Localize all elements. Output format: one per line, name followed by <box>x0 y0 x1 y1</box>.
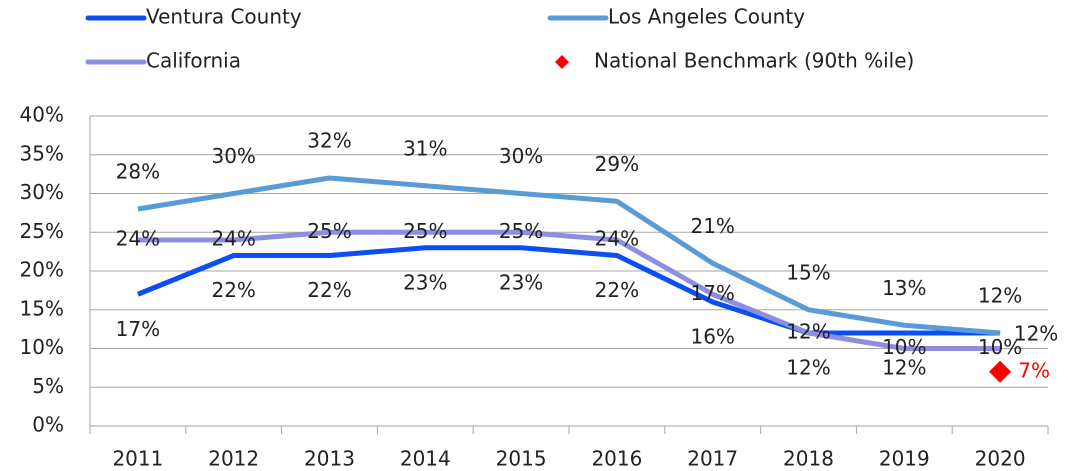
legend-label: California <box>146 49 241 73</box>
data-label: 25% <box>307 219 351 243</box>
data-label: 30% <box>499 144 543 168</box>
data-label: 25% <box>499 219 543 243</box>
y-tick-label: 20% <box>20 258 64 282</box>
legend-label: Ventura County <box>146 5 302 29</box>
data-label: 12% <box>978 284 1022 308</box>
y-tick-label: 10% <box>20 335 64 359</box>
data-label: 7% <box>1018 358 1050 382</box>
data-label: 23% <box>499 270 543 294</box>
data-label: 30% <box>211 144 255 168</box>
marker <box>989 360 1012 383</box>
y-tick-label: 30% <box>20 180 64 204</box>
x-tick-label: 2013 <box>304 447 355 471</box>
data-label: 10% <box>978 335 1022 359</box>
data-label: 24% <box>116 227 160 251</box>
data-label: 15% <box>786 260 830 284</box>
data-label: 17% <box>116 317 160 341</box>
x-tick-label: 2012 <box>208 447 259 471</box>
data-label: 12% <box>882 356 926 380</box>
data-label: 23% <box>403 270 447 294</box>
y-tick-label: 0% <box>32 413 64 437</box>
x-tick-label: 2015 <box>496 447 547 471</box>
data-label: 16% <box>690 325 734 349</box>
data-label: 22% <box>211 278 255 302</box>
x-tick-label: 2016 <box>591 447 642 471</box>
data-label: 22% <box>595 278 639 302</box>
x-tick-label: 2014 <box>400 447 451 471</box>
x-tick-label: 2019 <box>879 447 930 471</box>
y-tick-label: 25% <box>20 219 64 243</box>
data-label: 12% <box>1014 322 1058 346</box>
line <box>137 229 1001 351</box>
x-tick-label: 2017 <box>687 447 738 471</box>
data-label: 31% <box>403 136 447 160</box>
legend-label: National Benchmark (90th %ile) <box>594 49 914 73</box>
data-label: 17% <box>690 281 734 305</box>
data-label: 25% <box>403 219 447 243</box>
data-label: 13% <box>882 276 926 300</box>
data-label: 24% <box>595 227 639 251</box>
data-label: 29% <box>595 152 639 176</box>
y-tick-label: 35% <box>20 141 64 165</box>
data-label: 24% <box>211 227 255 251</box>
y-tick-label: 5% <box>32 374 64 398</box>
data-label: 12% <box>786 356 830 380</box>
x-tick-label: 2018 <box>783 447 834 471</box>
data-label: 28% <box>116 160 160 184</box>
x-tick-label: 2011 <box>112 447 163 471</box>
x-tick-label: 2020 <box>975 447 1026 471</box>
data-label: 32% <box>307 129 351 153</box>
data-label: 21% <box>690 214 734 238</box>
y-tick-label: 15% <box>20 296 64 320</box>
line <box>136 245 1001 336</box>
line <box>137 175 1001 336</box>
y-tick-label: 40% <box>20 103 64 127</box>
legend-label: Los Angeles County <box>608 5 805 29</box>
data-label: 10% <box>882 335 926 359</box>
data-label: 12% <box>786 320 830 344</box>
data-label: 22% <box>307 278 351 302</box>
legend-marker <box>555 55 569 69</box>
